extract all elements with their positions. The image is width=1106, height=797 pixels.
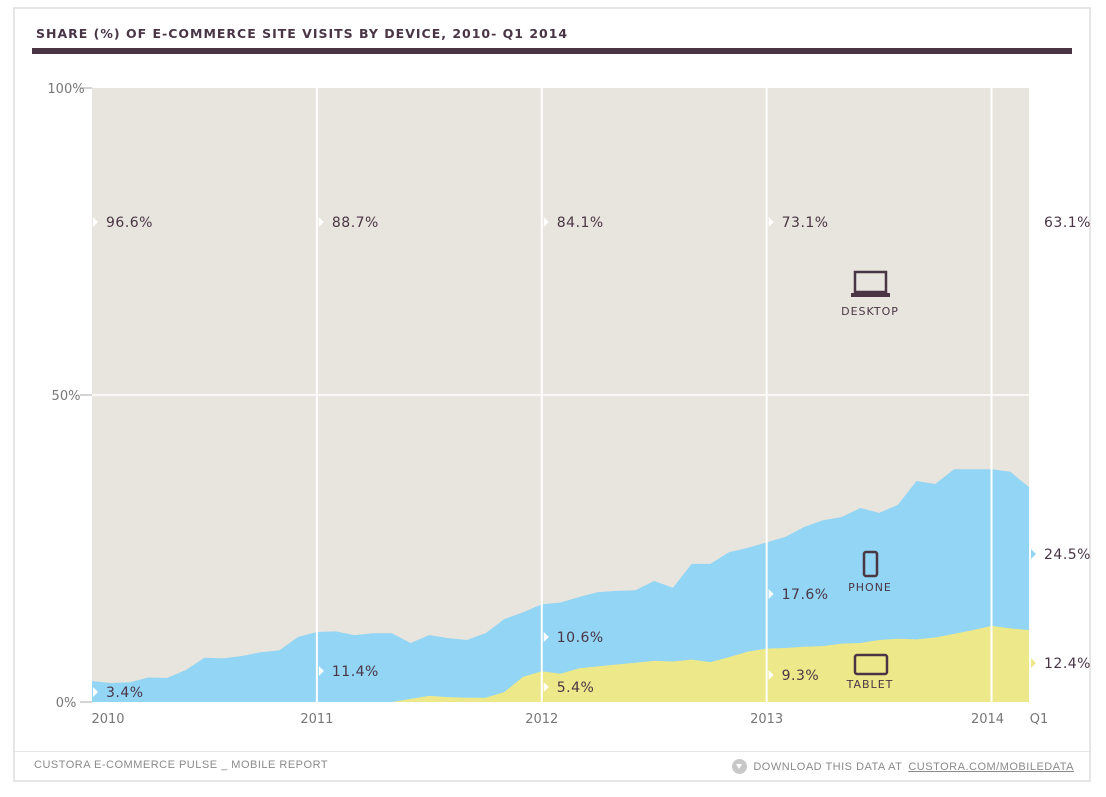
x-tick-label: Q1 (1030, 712, 1049, 727)
laptop-base (851, 293, 890, 297)
laptop-screen (853, 270, 888, 294)
phone-label: 24.5% (1044, 547, 1091, 563)
footer-download: DOWNLOAD THIS DATA AT CUSTORA.COM/MOBILE… (732, 759, 1074, 774)
phone-name: PHONE (848, 581, 892, 594)
x-tick-label: 2010 (91, 712, 124, 727)
phone-label: 11.4% (332, 664, 379, 680)
download-prefix: DOWNLOAD THIS DATA AT (753, 760, 903, 773)
y-tick-label: 0% (56, 696, 77, 711)
desktop-name: DESKTOP (841, 305, 899, 318)
footer-divider (15, 751, 1089, 752)
desktop-label: 96.6% (106, 215, 153, 231)
chart-title: SHARE (%) OF E-COMMERCE SITE VISITS BY D… (36, 26, 569, 41)
y-tick-label: 50% (52, 389, 81, 404)
label-marker (543, 217, 549, 227)
label-marker (768, 217, 774, 227)
phone-label: 17.6% (782, 587, 829, 603)
x-tick-label: 2012 (525, 712, 558, 727)
phone-label: 10.6% (557, 630, 604, 646)
phone-label: 3.4% (106, 685, 144, 701)
tablet-label: 9.3% (782, 668, 820, 684)
label-marker (1031, 658, 1036, 668)
title-divider (32, 48, 1072, 54)
label-marker (1031, 549, 1036, 559)
tablet-area (92, 625, 1029, 702)
label-marker (1031, 217, 1036, 227)
x-tick-label: 2013 (750, 712, 783, 727)
label-marker (768, 670, 774, 680)
laptop-icon (851, 270, 890, 297)
desktop-label: 84.1% (557, 215, 604, 231)
y-tick-label: 100% (47, 82, 84, 97)
label-marker (318, 217, 324, 227)
label-marker (768, 589, 774, 599)
phone-body (862, 550, 879, 578)
tablet-body (853, 653, 889, 676)
desktop-label: 88.7% (332, 215, 379, 231)
tablet-name: TABLET (846, 678, 894, 691)
label-marker (543, 682, 549, 692)
label-marker (93, 687, 98, 697)
desktop-label: 73.1% (782, 215, 829, 231)
label-marker (318, 666, 324, 676)
tablet-label: 5.4% (557, 680, 595, 696)
tablet-icon (853, 653, 889, 676)
footer-source: CUSTORA E-COMMERCE PULSE _ MOBILE REPORT (34, 759, 329, 771)
label-marker (543, 632, 549, 642)
chart-frame (13, 7, 1091, 782)
download-link[interactable]: CUSTORA.COM/MOBILEDATA (908, 760, 1074, 773)
download-icon[interactable] (732, 759, 748, 774)
x-tick-label: 2014 (971, 712, 1004, 727)
phone-area (92, 469, 1029, 702)
label-marker (93, 217, 98, 227)
phone-icon (862, 550, 879, 578)
desktop-label: 63.1% (1044, 215, 1091, 231)
tablet-label: 12.4% (1044, 656, 1091, 672)
x-tick-label: 2011 (300, 712, 333, 727)
